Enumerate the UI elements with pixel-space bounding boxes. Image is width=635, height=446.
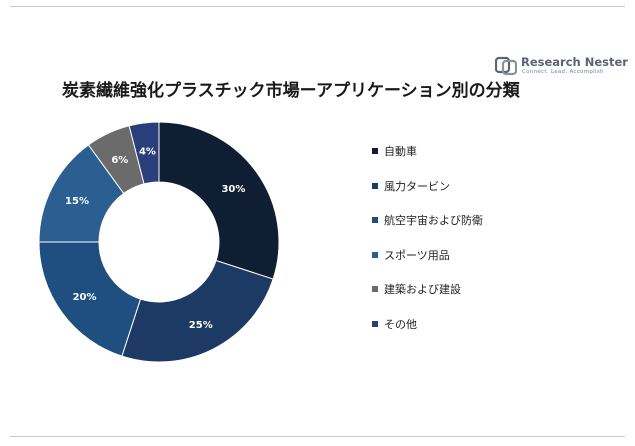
slice-value-label: 25% (189, 320, 213, 331)
legend-label: 風力タービン (384, 179, 450, 193)
legend-label: その他 (384, 317, 417, 331)
legend-label: 建築および建設 (384, 283, 461, 296)
logo-tagline: Connect. Lead. Accomplish (522, 69, 604, 75)
donut-slice (158, 121, 280, 280)
slice-value-label: 15% (65, 196, 89, 207)
legend-label: 航空宇宙および防衛 (384, 214, 483, 227)
chart-title: 炭素繊維強化プラスチック市場ーアプリケーション別の分類 (62, 81, 520, 101)
legend-swatch (372, 217, 378, 223)
slice-value-label: 20% (73, 292, 97, 303)
slice-value-label: 30% (221, 184, 245, 195)
legend-item: その他 (372, 316, 417, 332)
legend-item: 航空宇宙および防衛 (372, 212, 483, 228)
bottom-rule (10, 436, 625, 437)
slice-value-label: 4% (139, 147, 156, 158)
legend-label: 自動車 (384, 145, 417, 158)
donut-slice (121, 259, 274, 363)
slice-value-label: 6% (111, 155, 128, 166)
legend-item: 自動車 (372, 143, 417, 159)
legend-item: 建築および建設 (372, 281, 461, 297)
legend-item: 風力タービン (372, 178, 450, 194)
research-nester-logo: Research Nester Connect. Lead. Accomplis… (495, 54, 628, 80)
legend-swatch (372, 251, 378, 258)
legend-swatch (372, 286, 378, 292)
donut-slice (38, 241, 142, 357)
top-rule (10, 6, 625, 7)
legend-swatch (372, 182, 378, 189)
legend-label: スポーツ用品 (384, 248, 450, 262)
legend-swatch (372, 148, 378, 154)
logo-name: Research Nester (521, 55, 628, 69)
legend-item: スポーツ用品 (372, 247, 450, 263)
legend-swatch (372, 320, 378, 327)
logo-icon (495, 56, 517, 76)
donut-slice (128, 121, 160, 185)
